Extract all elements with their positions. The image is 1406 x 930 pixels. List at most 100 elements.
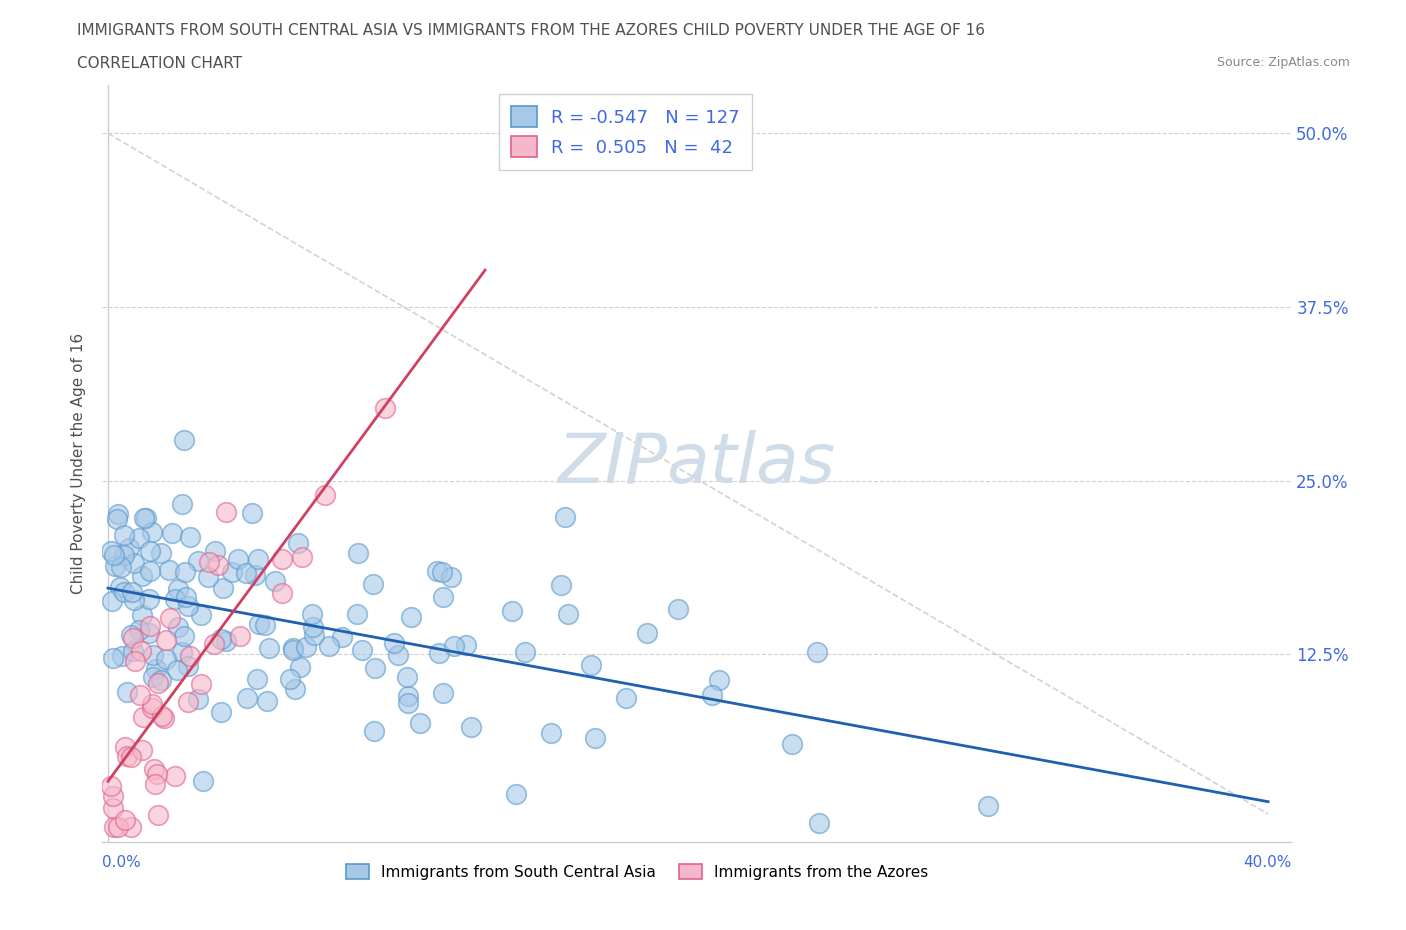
Point (387, 648, 409, 663)
Point (295, 640, 318, 655)
Point (163, 768, 186, 783)
Point (129, 644, 152, 658)
Text: 0.0%: 0.0% (103, 855, 141, 870)
Point (146, 767, 169, 782)
Point (153, 711, 176, 725)
Point (118, 540, 141, 555)
Point (229, 629, 252, 644)
Point (149, 546, 172, 561)
Text: ZIPatlas: ZIPatlas (558, 430, 835, 497)
Point (145, 661, 167, 676)
Point (110, 560, 132, 575)
Point (114, 739, 136, 754)
Point (284, 682, 307, 697)
Point (361, 577, 384, 591)
Point (104, 559, 127, 574)
Point (581, 658, 603, 672)
Point (115, 684, 138, 699)
Point (283, 641, 305, 656)
Point (150, 709, 173, 724)
Point (346, 606, 368, 621)
Point (443, 639, 465, 654)
Point (131, 569, 153, 584)
Point (426, 564, 449, 578)
Point (120, 627, 142, 642)
Point (202, 637, 225, 652)
Point (288, 659, 311, 674)
Point (101, 789, 124, 804)
Point (257, 641, 280, 656)
Text: Source: ZipAtlas.com: Source: ZipAtlas.com (1216, 56, 1350, 69)
Point (291, 550, 314, 565)
Point (121, 631, 143, 645)
Point (396, 696, 419, 711)
Point (162, 526, 184, 541)
Point (197, 569, 219, 584)
Point (550, 578, 572, 592)
Point (173, 565, 195, 579)
Point (287, 536, 309, 551)
Point (103, 548, 125, 563)
Point (149, 672, 172, 687)
Point (204, 543, 226, 558)
Point (330, 630, 353, 644)
Point (148, 807, 170, 822)
Point (115, 749, 138, 764)
Point (100, 778, 122, 793)
Point (193, 773, 215, 788)
Point (432, 565, 454, 579)
Point (318, 638, 340, 653)
Point (281, 643, 304, 658)
Point (187, 553, 209, 568)
Point (207, 558, 229, 573)
Point (399, 609, 422, 624)
Point (432, 685, 454, 700)
Point (142, 762, 165, 777)
Point (177, 694, 200, 709)
Point (112, 527, 135, 542)
Point (409, 715, 432, 730)
Point (108, 580, 131, 595)
Point (246, 671, 269, 686)
Point (142, 670, 165, 684)
Point (350, 643, 373, 658)
Point (128, 688, 150, 703)
Point (141, 701, 163, 716)
Point (122, 593, 145, 608)
Point (636, 625, 658, 640)
Point (128, 623, 150, 638)
Point (240, 505, 263, 520)
Point (700, 687, 723, 702)
Point (396, 670, 419, 684)
Point (122, 644, 145, 658)
Point (139, 544, 162, 559)
Point (159, 611, 181, 626)
Point (364, 661, 387, 676)
Point (103, 801, 125, 816)
Point (131, 743, 153, 758)
Point (107, 819, 129, 834)
Point (131, 607, 153, 622)
Point (782, 737, 804, 751)
Point (177, 659, 200, 674)
Point (112, 585, 135, 600)
Point (427, 645, 450, 660)
Point (148, 675, 170, 690)
Point (173, 629, 195, 644)
Point (513, 645, 536, 660)
Point (583, 730, 606, 745)
Point (167, 619, 190, 634)
Point (396, 688, 419, 703)
Point (247, 617, 270, 631)
Point (141, 697, 163, 711)
Point (141, 525, 163, 539)
Point (138, 591, 160, 606)
Point (382, 636, 405, 651)
Point (132, 511, 155, 525)
Text: 40.0%: 40.0% (1243, 855, 1291, 870)
Point (124, 654, 146, 669)
Point (107, 507, 129, 522)
Point (374, 400, 396, 415)
Point (302, 628, 325, 643)
Point (456, 637, 478, 652)
